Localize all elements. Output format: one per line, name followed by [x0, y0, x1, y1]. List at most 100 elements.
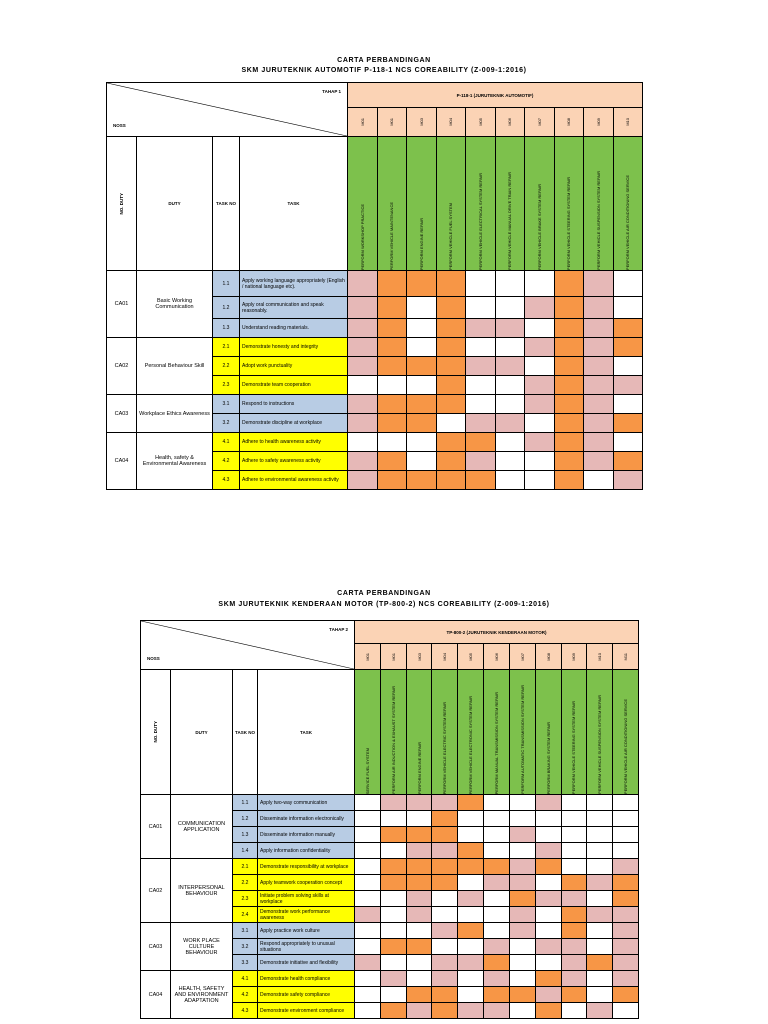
- task-name: Adhere to environmental awareness activi…: [239, 470, 348, 490]
- mapping-cell: [406, 375, 437, 395]
- mapping-cell: [435, 318, 466, 338]
- mapping-cell: [508, 842, 536, 859]
- mapping-cell: [347, 413, 378, 433]
- mapping-cell: [405, 906, 433, 923]
- mapping-cell: [553, 356, 584, 376]
- mapping-cell: [431, 874, 459, 891]
- mapping-cell: [583, 270, 614, 297]
- table-row: 1.4 Apply information confidentiality: [141, 842, 639, 859]
- module-name-text: PERFORM VEHICLE BRAKE SYSTEM REPAIR: [536, 183, 542, 270]
- mapping-cell: [465, 375, 496, 395]
- mapping-cell: [354, 1002, 381, 1019]
- mapping-cell: [483, 906, 510, 923]
- mapping-cell: [560, 970, 588, 987]
- mapping-cell: [354, 906, 381, 923]
- mapping-cell: [524, 270, 555, 297]
- task-number: 2.3: [212, 375, 240, 395]
- module-code-text: M08: [566, 118, 572, 127]
- mapping-cell: [508, 794, 536, 811]
- mapping-cell: [494, 413, 525, 433]
- mapping-cell: [483, 842, 510, 859]
- no-duty-header: NO. DUTY: [140, 669, 171, 795]
- mapping-cell: [347, 337, 378, 357]
- mapping-cell: [379, 890, 407, 907]
- mapping-cell: [583, 470, 614, 490]
- duty-name: HEALTH, SAFETY AND ENVIRONMENT ADAPTATIO…: [170, 970, 233, 1019]
- mapping-cell: [612, 470, 644, 490]
- mapping-cell: [354, 890, 381, 907]
- module-name: PERFORM VEHICLE AIR CONDITIONING SERVICE: [612, 136, 644, 271]
- task-name: Demonstrate responsibility at workplace: [257, 858, 355, 875]
- module-code-text: M09: [571, 652, 577, 661]
- mapping-cell: [494, 470, 525, 490]
- mapping-cell: [612, 938, 639, 955]
- duty-number: CA04: [140, 970, 171, 1019]
- mapping-cell: [354, 938, 381, 955]
- mapping-cell: [553, 394, 584, 414]
- mapping-cell: [612, 986, 639, 1003]
- task-name: Demonstrate health compliance: [257, 970, 355, 987]
- module-name-text: PERFORM VEHICLE STEERING SYSTEM REPAIR: [571, 700, 577, 794]
- module-name-text: PERFORM VEHICLE ELECTRICAL SYSTEM REPAIR: [477, 172, 483, 270]
- table-row: 2.2 Apply teamwork cooperation concept: [141, 874, 639, 891]
- mapping-cell: [465, 413, 496, 433]
- mapping-cell: [553, 451, 584, 471]
- mapping-cell: [435, 394, 466, 414]
- mapping-cell: [534, 874, 562, 891]
- table-row: CA01 COMMUNICATION APPLICATION 1.1 Apply tw…: [140, 794, 639, 859]
- category-header: TP-800-2 (JURUTEKNIK KENDERAAN MOTOR): [354, 619, 639, 645]
- duty-number: CA01: [106, 270, 137, 338]
- mapping-cell: [431, 922, 459, 939]
- module-name: PERFORM VEHICLE FUEL SYSTEM: [435, 136, 466, 271]
- mapping-cell: [612, 890, 639, 907]
- mapping-cell: [431, 986, 459, 1003]
- module-code: M07: [508, 643, 536, 670]
- module-name: PERFORM WORKSHOP PRACTICE: [347, 136, 378, 271]
- mapping-cell: [457, 938, 485, 955]
- task-number: 2.1: [212, 337, 240, 357]
- mapping-cell: [405, 826, 433, 843]
- mapping-cell: [612, 794, 639, 811]
- mapping-cell: [583, 356, 614, 376]
- task-number: 4.2: [232, 986, 258, 1003]
- mapping-cell: [405, 954, 433, 971]
- mapping-cell: [483, 794, 510, 811]
- module-name-text: PERFORM VEHICLE SUSPENSION SYSTEM REPAIR: [595, 171, 601, 270]
- module-name: PERFORM VEHICLE ELECTRONIC SYSTEM REPAIR: [457, 669, 485, 795]
- mapping-cell: [347, 394, 378, 414]
- mapping-cell: [405, 1002, 433, 1019]
- module-code-text: M09: [595, 118, 601, 127]
- mapping-cell: [347, 318, 378, 338]
- module-code-text: M07: [536, 118, 542, 127]
- mapping-cell: [494, 270, 525, 297]
- mapping-cell: [586, 826, 614, 843]
- mapping-cell: [376, 375, 407, 395]
- module-code: M01: [379, 643, 407, 670]
- module-name: PERFORM VEHICLE BRAKE SYSTEM REPAIR: [524, 136, 555, 271]
- mapping-cell: [583, 337, 614, 357]
- duty-name: COMMUNICATION APPLICATION: [170, 794, 233, 859]
- module-code: M10: [612, 107, 644, 137]
- mapping-cell: [612, 394, 644, 414]
- mapping-cell: [483, 858, 510, 875]
- duty-name: WORK PLACE CULTURE BEHAVIOUR: [170, 922, 233, 971]
- mapping-cell: [457, 858, 485, 875]
- mapping-cell: [508, 986, 536, 1003]
- task-number: 1.4: [232, 842, 258, 859]
- mapping-cell: [431, 954, 459, 971]
- mapping-cell: [612, 451, 644, 471]
- task-number: 4.3: [232, 1002, 258, 1019]
- module-name-text: PERFORM VEHICLE AIR CONDITIONING SERVICE: [623, 698, 629, 794]
- mapping-cell: [406, 432, 437, 452]
- mapping-cell: [508, 906, 536, 923]
- duty-number: CA02: [140, 858, 171, 923]
- mapping-cell: [534, 954, 562, 971]
- module-code: M09: [583, 107, 614, 137]
- mapping-cell: [560, 826, 588, 843]
- module-name-text: PERFORM VEHICLE AIR CONDITIONING SERVICE: [625, 174, 631, 270]
- mapping-cell: [508, 858, 536, 875]
- mapping-cell: [612, 356, 644, 376]
- mapping-cell: [508, 1002, 536, 1019]
- module-name-text: PERFORM AIR INDUCTION & EXHAUST SYSTEM R…: [390, 686, 396, 794]
- mapping-cell: [524, 356, 555, 376]
